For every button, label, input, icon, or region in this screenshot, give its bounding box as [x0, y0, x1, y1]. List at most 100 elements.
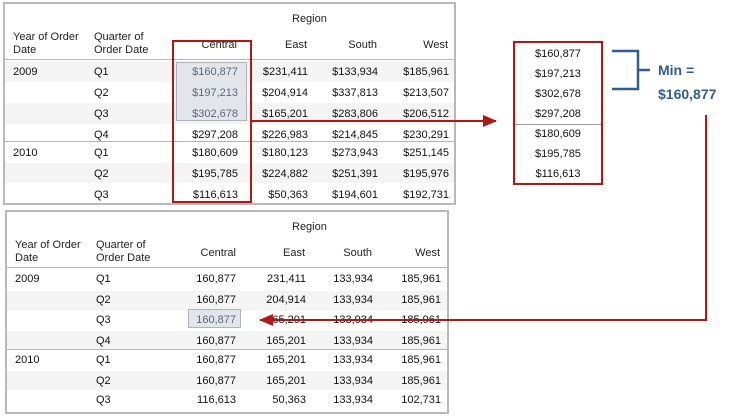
quarter-header: Quarter of Order Date: [96, 239, 151, 264]
table-cell: $197,213: [192, 87, 238, 99]
table-cell: 133,934: [333, 335, 373, 347]
table-cell: $226,983: [262, 129, 308, 141]
quarter-label: Q4: [94, 129, 109, 141]
col-east: East: [284, 39, 307, 51]
list-item: $180,609: [535, 128, 581, 140]
quarter-label: Q1: [94, 147, 109, 159]
table-cell: $224,882: [262, 168, 308, 180]
table-cell: $283,806: [332, 108, 378, 120]
table-cell: $194,601: [332, 189, 378, 201]
quarter-label: Q3: [96, 314, 111, 326]
quarter-label: Q2: [94, 87, 109, 99]
highlight-central-2009-q3: [188, 309, 241, 328]
table-cell: 160,877: [196, 354, 236, 366]
table-cell: 160,877: [196, 335, 236, 347]
table-cell: $273,943: [332, 147, 378, 159]
table-cell: $192,731: [403, 189, 449, 201]
table-cell: 231,411: [267, 273, 306, 285]
col-south: South: [343, 247, 372, 259]
table-cell: $165,201: [262, 108, 308, 120]
quarter-label: Q3: [94, 189, 109, 201]
year-label: 2010: [13, 147, 38, 159]
col-west: West: [415, 247, 440, 259]
central-column-red-frame: [172, 40, 252, 203]
table-cell: 165,201: [266, 335, 306, 347]
region-label: Region: [292, 13, 327, 25]
table-cell: 133,934: [333, 375, 373, 387]
quarter-label: Q2: [96, 294, 111, 306]
table-cell: $206,512: [403, 108, 449, 120]
list-item: $116,613: [535, 168, 581, 180]
min-bracket: [612, 49, 640, 91]
quarter-label: Q1: [94, 66, 109, 78]
quarter-label: Q3: [96, 394, 111, 406]
table-cell: $231,411: [262, 66, 308, 78]
table-cell: 133,934: [333, 273, 373, 285]
table-cell: 185,961: [401, 354, 441, 366]
list-item: $297,208: [535, 108, 581, 120]
table-cell: $251,391: [332, 168, 378, 180]
quarter-label: Q2: [96, 375, 111, 387]
quarter-label: Q1: [96, 354, 111, 366]
table-cell: 116,613: [197, 394, 236, 406]
table-cell: 204,914: [266, 294, 306, 306]
region-label: Region: [292, 221, 327, 233]
table-cell: $116,613: [192, 189, 238, 201]
table-cell: $180,123: [262, 147, 308, 159]
table-cell: $214,845: [332, 129, 378, 141]
table-cell: $297,208: [192, 129, 238, 141]
table-cell: 165,201: [266, 354, 306, 366]
bottom-table: Region Year of Order Date Quarter of Ord…: [5, 210, 449, 414]
table-cell: $204,914: [262, 87, 308, 99]
table-cell: $337,813: [332, 87, 378, 99]
list-item: $197,213: [535, 68, 581, 80]
table-cell: 185,961: [401, 273, 441, 285]
table-cell: $195,785: [192, 168, 238, 180]
quarter-label: Q1: [96, 273, 111, 285]
quarter-label: Q2: [94, 168, 109, 180]
table-cell: $195,976: [403, 168, 449, 180]
table-cell: $185,961: [403, 66, 449, 78]
list-year-divider: [515, 124, 601, 125]
list-item: $160,877: [535, 48, 581, 60]
min-label-line2: $160,877: [658, 86, 717, 102]
year-header: Year of Order Date: [15, 239, 81, 264]
table-cell: $251,145: [403, 147, 449, 159]
table-cell: 133,934: [333, 394, 373, 406]
table-cell: 102,731: [401, 394, 441, 406]
quarter-header: Quarter of Order Date: [94, 31, 149, 56]
quarter-label: Q3: [94, 108, 109, 120]
table-cell: 185,961: [401, 335, 441, 347]
window-values-list: $160,877 $197,213 $302,678 $297,208 $180,609…: [513, 41, 603, 185]
col-central: Central: [200, 247, 236, 259]
arrow-from-min: [259, 115, 707, 326]
table-cell: $213,507: [403, 87, 449, 99]
table-cell: $180,609: [192, 147, 238, 159]
col-east: East: [282, 247, 305, 259]
table-cell: 160,877: [196, 294, 236, 306]
table-cell: 133,934: [333, 354, 373, 366]
table-cell: 133,934: [333, 294, 373, 306]
list-item: $302,678: [535, 88, 581, 100]
year-label: 2010: [15, 354, 40, 366]
table-cell: $302,678: [192, 108, 238, 120]
year-label: 2009: [13, 66, 38, 78]
table-cell: 160,877: [196, 273, 236, 285]
table-cell: $230,291: [403, 129, 449, 141]
year-label: 2009: [15, 273, 40, 285]
quarter-label: Q4: [96, 335, 111, 347]
table-cell: 160,877: [196, 314, 236, 326]
table-cell: 50,363: [272, 394, 306, 406]
year-header: Year of Order Date: [13, 31, 79, 56]
table-cell: 185,961: [401, 375, 441, 387]
table-cell: 160,877: [196, 375, 236, 387]
table-cell: 165,201: [266, 375, 306, 387]
col-west: West: [423, 39, 448, 51]
col-south: South: [348, 39, 377, 51]
list-item: $195,785: [535, 148, 581, 160]
highlight-central-q1-q3: [176, 62, 247, 121]
table-cell: $160,877: [192, 66, 238, 78]
table-cell: $50,363: [268, 189, 308, 201]
table-cell: 185,961: [401, 294, 441, 306]
